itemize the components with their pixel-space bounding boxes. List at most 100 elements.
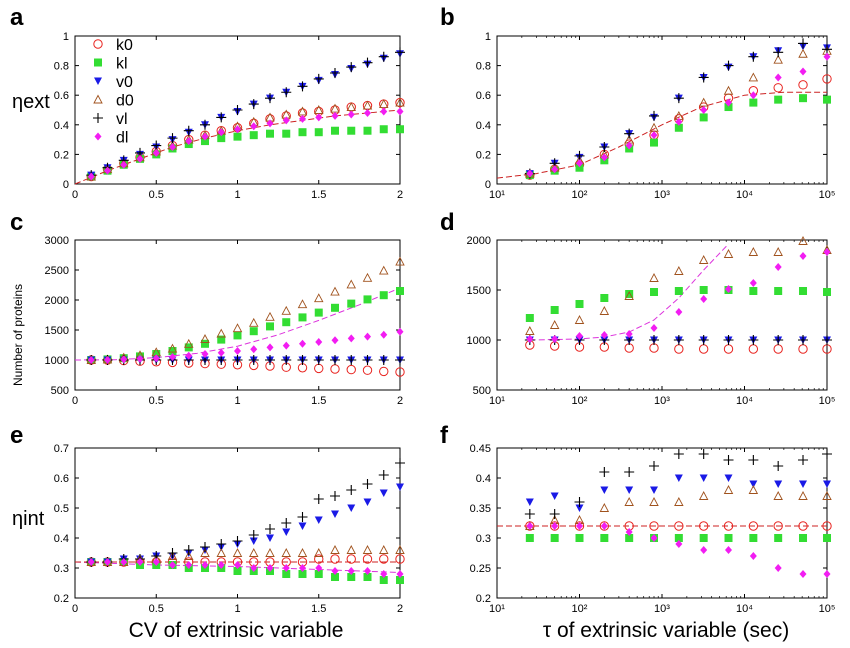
data-point-d0: [249, 317, 259, 327]
data-point-k1: [575, 300, 584, 308]
y-tick-label: 0.7: [54, 443, 69, 455]
data-point-v1: [395, 458, 405, 468]
data-point-d1: [234, 561, 241, 569]
data-point-d0: [723, 485, 734, 494]
data-point-v1: [362, 57, 373, 68]
data-point-v1: [378, 355, 389, 365]
data-point-d0: [346, 279, 356, 289]
data-point-v1: [362, 355, 373, 365]
data-point-d1: [380, 570, 388, 578]
data-point-d1: [725, 285, 733, 293]
data-point-k0: [773, 521, 783, 531]
data-point-k0: [674, 344, 684, 354]
data-point-d1: [799, 67, 807, 76]
panel-b: 10¹ 10² 10³ 10⁴ 10⁵ 0 0.2 0.4 0.6 0.8 1: [476, 31, 836, 201]
data-point-k1: [575, 534, 584, 542]
data-point-v1: [748, 51, 759, 62]
data-point-d0: [649, 497, 659, 506]
data-point-v0: [331, 510, 339, 518]
data-point-v1: [723, 455, 734, 465]
data-point-k1: [379, 576, 388, 584]
data-point-d0: [395, 545, 405, 554]
data-point-d1: [266, 119, 274, 128]
data-point-d1: [185, 561, 193, 569]
x-tick-label: 2: [397, 395, 403, 407]
data-point-d1: [217, 561, 225, 569]
data-point-k0: [822, 521, 832, 531]
data-point-k1: [331, 126, 339, 135]
data-point-v1: [524, 509, 535, 519]
data-point-d0: [314, 548, 324, 557]
data-point-d0: [395, 97, 405, 107]
data-point-v1: [549, 509, 560, 519]
data-point-v1: [297, 512, 308, 522]
data-point-d1: [87, 172, 95, 181]
data-point-v1: [281, 87, 292, 98]
data-point-d0: [362, 545, 373, 554]
data-point-k0: [723, 344, 734, 354]
data-point-d0: [297, 299, 308, 309]
data-point-d1: [217, 128, 225, 137]
data-point-k0: [674, 521, 684, 531]
x-tick-label: 10³: [654, 189, 670, 201]
data-point-d0: [184, 551, 194, 560]
data-point-k1: [298, 570, 307, 578]
x-tick-label: 0: [72, 603, 78, 615]
data-point-d1: [650, 131, 658, 140]
data-point-d1: [104, 558, 111, 566]
data-point-d1: [299, 114, 306, 123]
data-point-k0: [798, 521, 808, 531]
data-point-v0: [363, 498, 372, 506]
data-point-d0: [249, 548, 259, 557]
x-tick-label: 10¹: [489, 189, 505, 201]
data-point-k1: [650, 138, 659, 147]
data-point-k0: [599, 521, 610, 531]
plot-area-c: [74, 239, 401, 391]
data-point-v1: [773, 335, 784, 345]
data-point-d0: [330, 286, 340, 296]
x-tick-label: 10⁵: [819, 189, 836, 201]
data-point-k0: [698, 521, 709, 531]
data-point-k0: [649, 521, 659, 531]
data-point-v1: [395, 355, 405, 365]
x-tick-label: 0: [72, 189, 78, 201]
data-point-v1: [649, 110, 660, 121]
data-point-k1: [314, 570, 323, 578]
data-point-v1: [395, 47, 405, 58]
data-point-v1: [183, 545, 194, 555]
data-point-v1: [346, 62, 357, 73]
data-point-v1: [313, 494, 324, 504]
y-tick-label: 0.6: [54, 90, 69, 102]
data-point-k1: [674, 287, 683, 295]
data-point-v0: [266, 534, 274, 542]
data-point-v1: [216, 539, 227, 549]
data-point-v1: [313, 73, 324, 84]
data-point-v1: [297, 355, 308, 365]
y-tick-label: 1: [63, 31, 69, 43]
data-point-v1: [183, 125, 194, 136]
data-point-d0: [798, 48, 808, 58]
x-tick-label: 10²: [572, 395, 588, 407]
data-point-k1: [799, 94, 808, 103]
data-point-v1: [151, 140, 162, 151]
data-point-d0: [265, 311, 275, 321]
data-point-d0: [525, 326, 535, 335]
data-point-k1: [774, 287, 783, 295]
y-tick-label: 500: [51, 385, 69, 397]
panel-label-e: e: [10, 422, 23, 449]
y-tick-label: 0.2: [54, 593, 69, 605]
x-label-left: CV of extrinsic variable: [129, 619, 344, 642]
data-point-k1: [799, 287, 808, 295]
data-point-d1: [315, 338, 323, 346]
data-point-k0: [748, 521, 759, 531]
data-point-k0: [330, 554, 340, 564]
data-point-d1: [650, 534, 658, 542]
data-point-d0: [184, 338, 194, 348]
x-tick-label: 10²: [572, 189, 588, 201]
data-point-d1: [675, 117, 683, 126]
data-point-k0: [822, 74, 832, 84]
data-point-v0: [249, 537, 258, 545]
data-point-d1: [201, 132, 209, 141]
